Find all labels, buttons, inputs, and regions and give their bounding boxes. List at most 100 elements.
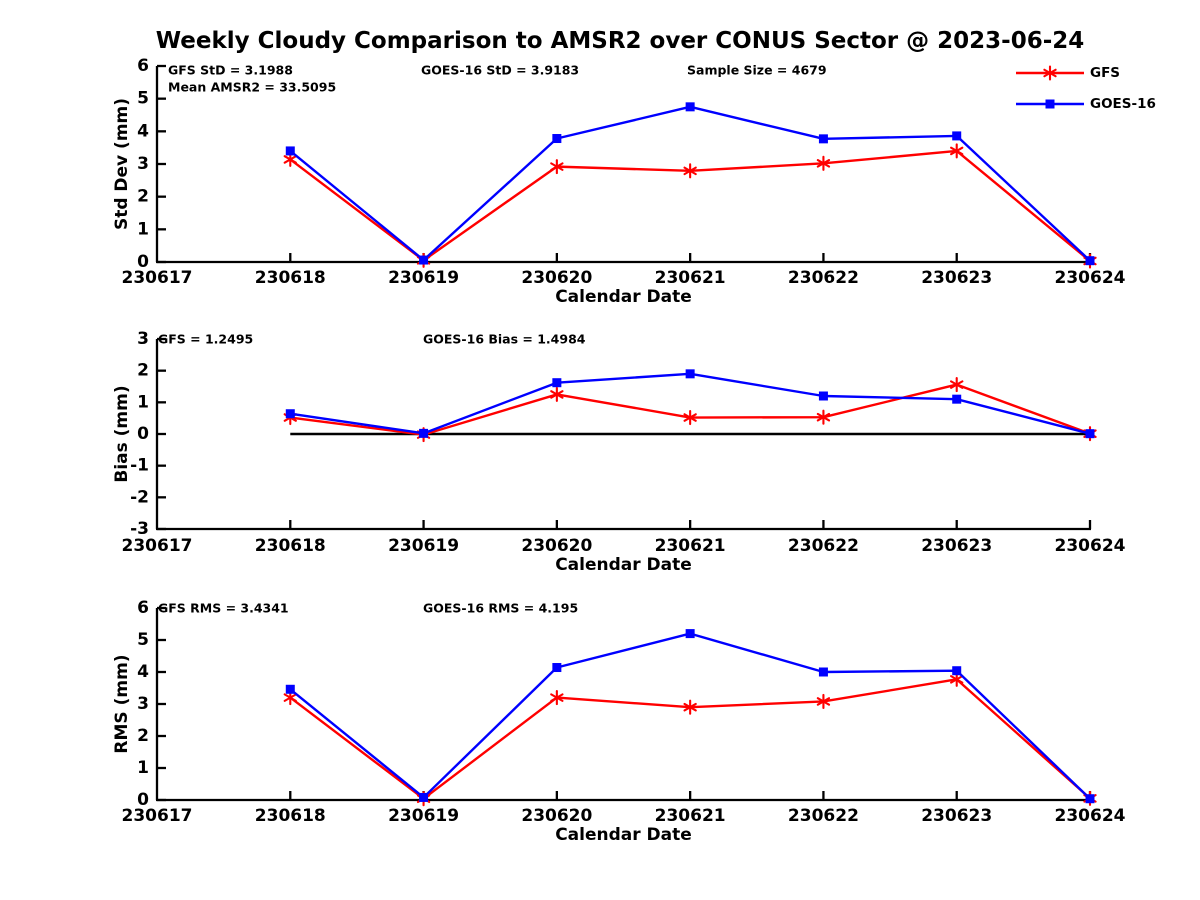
- stat-annotation: GOES-16 StD = 3.9183: [421, 63, 579, 78]
- legend-label: GOES-16: [1090, 96, 1156, 112]
- square-marker: [552, 663, 562, 673]
- x-tick-label: 230621: [655, 806, 726, 826]
- asterisk-spoke: [816, 412, 831, 422]
- x-tick-label: 230618: [255, 806, 326, 826]
- asterisk-spoke: [950, 675, 964, 684]
- x-tick-label: 230622: [788, 806, 859, 826]
- asterisk-marker: [1043, 65, 1057, 81]
- x-axis-label: Calendar Date: [555, 287, 692, 307]
- x-tick-label: 230624: [1055, 268, 1126, 288]
- x-tick-label: 230620: [521, 536, 592, 556]
- asterisk-marker: [816, 155, 831, 171]
- series-gfs: [283, 143, 1097, 269]
- square-marker: [285, 146, 295, 156]
- series-goes-16: [285, 369, 1095, 439]
- series-goes-16: [285, 629, 1095, 804]
- x-tick-label: 230617: [122, 536, 193, 556]
- x-tick-label: 230620: [521, 806, 592, 826]
- square-marker: [952, 666, 962, 676]
- x-tick-label: 230618: [255, 268, 326, 288]
- asterisk-spoke: [950, 146, 964, 156]
- y-tick-label: 4: [137, 121, 149, 141]
- y-axis-label: Bias (mm): [112, 385, 132, 482]
- y-tick-label: 5: [137, 89, 149, 109]
- y-tick-label: 0: [137, 424, 149, 444]
- series-line: [289, 105, 1091, 262]
- x-tick-label: 230622: [788, 268, 859, 288]
- series-line: [289, 632, 1091, 800]
- y-tick-label: -2: [130, 487, 149, 507]
- x-tick-label: 230619: [388, 268, 459, 288]
- y-tick-label: 5: [137, 630, 149, 650]
- y-tick-label: -3: [130, 519, 149, 539]
- square-marker: [952, 394, 962, 404]
- x-axis-label: Calendar Date: [555, 555, 692, 575]
- y-axis-label: Std Dev (mm): [112, 98, 132, 230]
- asterisk-spoke: [1043, 68, 1057, 78]
- y-tick-label: 4: [137, 662, 149, 682]
- square-marker: [419, 428, 429, 438]
- rms-chart: 0 1 2 3 4 5 6 230617 230618 230619 230620 230621 230…: [112, 598, 1126, 845]
- square-marker: [419, 255, 429, 265]
- chart-title: Weekly Cloudy Comparison to AMSR2 over C…: [155, 28, 1085, 54]
- stat-annotation: Sample Size = 4679: [687, 63, 827, 78]
- asterisk-marker: [950, 377, 964, 393]
- square-marker: [685, 629, 695, 639]
- legend-label: GFS: [1090, 65, 1120, 81]
- asterisk-spoke: [550, 390, 564, 399]
- square-marker: [552, 378, 562, 388]
- x-tick-label: 230623: [921, 268, 992, 288]
- square-marker: [685, 102, 695, 112]
- asterisk-marker: [683, 163, 697, 179]
- y-tick-label: 2: [137, 187, 149, 207]
- legend: GFS GOES-16: [1016, 65, 1156, 112]
- y-tick-label: 6: [137, 598, 149, 618]
- asterisk-marker: [950, 143, 964, 159]
- y-tick-label: 3: [137, 154, 149, 174]
- square-marker: [419, 792, 429, 802]
- stat-annotation: GOES-16 Bias = 1.4984: [423, 332, 586, 347]
- square-marker: [685, 369, 695, 379]
- legend-item-goes-16: GOES-16: [1016, 96, 1156, 112]
- asterisk-spoke: [550, 162, 564, 171]
- stat-annotation: GFS = 1.2495: [158, 332, 253, 347]
- asterisk-marker: [816, 409, 831, 425]
- bias-chart: -3 -2 -1 0 1 2 3 230617 230618 230619 230620 230621…: [112, 329, 1126, 575]
- y-tick-label: 2: [137, 726, 149, 746]
- square-marker: [818, 667, 828, 677]
- x-axis-label: Calendar Date: [555, 825, 692, 845]
- y-tick-label: 3: [137, 329, 149, 349]
- x-tick-label: 230623: [921, 806, 992, 826]
- series-gfs: [283, 671, 1097, 807]
- y-tick-label: 0: [137, 790, 149, 810]
- y-tick-label: -1: [130, 456, 149, 476]
- x-tick-label: 230622: [788, 536, 859, 556]
- asterisk-spoke: [550, 693, 564, 702]
- asterisk-marker: [816, 693, 831, 709]
- stat-annotation: GFS RMS = 3.4341: [158, 601, 289, 616]
- asterisk-spoke: [283, 155, 297, 164]
- x-tick-label: 230621: [655, 536, 726, 556]
- asterisk-marker: [550, 159, 564, 175]
- series-goes-16: [285, 102, 1095, 266]
- stat-annotation: Mean AMSR2 = 33.5095: [168, 80, 336, 95]
- asterisk-spoke: [816, 697, 831, 706]
- y-tick-label: 3: [137, 694, 149, 714]
- x-tick-label: 230620: [521, 268, 592, 288]
- y-tick-label: 6: [137, 56, 149, 76]
- square-marker: [285, 409, 295, 419]
- asterisk-marker: [550, 690, 564, 706]
- square-marker: [1045, 99, 1055, 109]
- asterisk-spoke: [683, 702, 697, 712]
- square-marker: [952, 131, 962, 141]
- square-marker: [818, 391, 828, 401]
- x-tick-label: 230623: [921, 536, 992, 556]
- x-tick-label: 230621: [655, 268, 726, 288]
- stat-annotation: GOES-16 RMS = 4.195: [423, 601, 578, 616]
- asterisk-marker: [683, 409, 697, 426]
- asterisk-marker: [550, 386, 564, 402]
- y-tick-label: 1: [137, 219, 149, 239]
- x-tick-label: 230617: [122, 268, 193, 288]
